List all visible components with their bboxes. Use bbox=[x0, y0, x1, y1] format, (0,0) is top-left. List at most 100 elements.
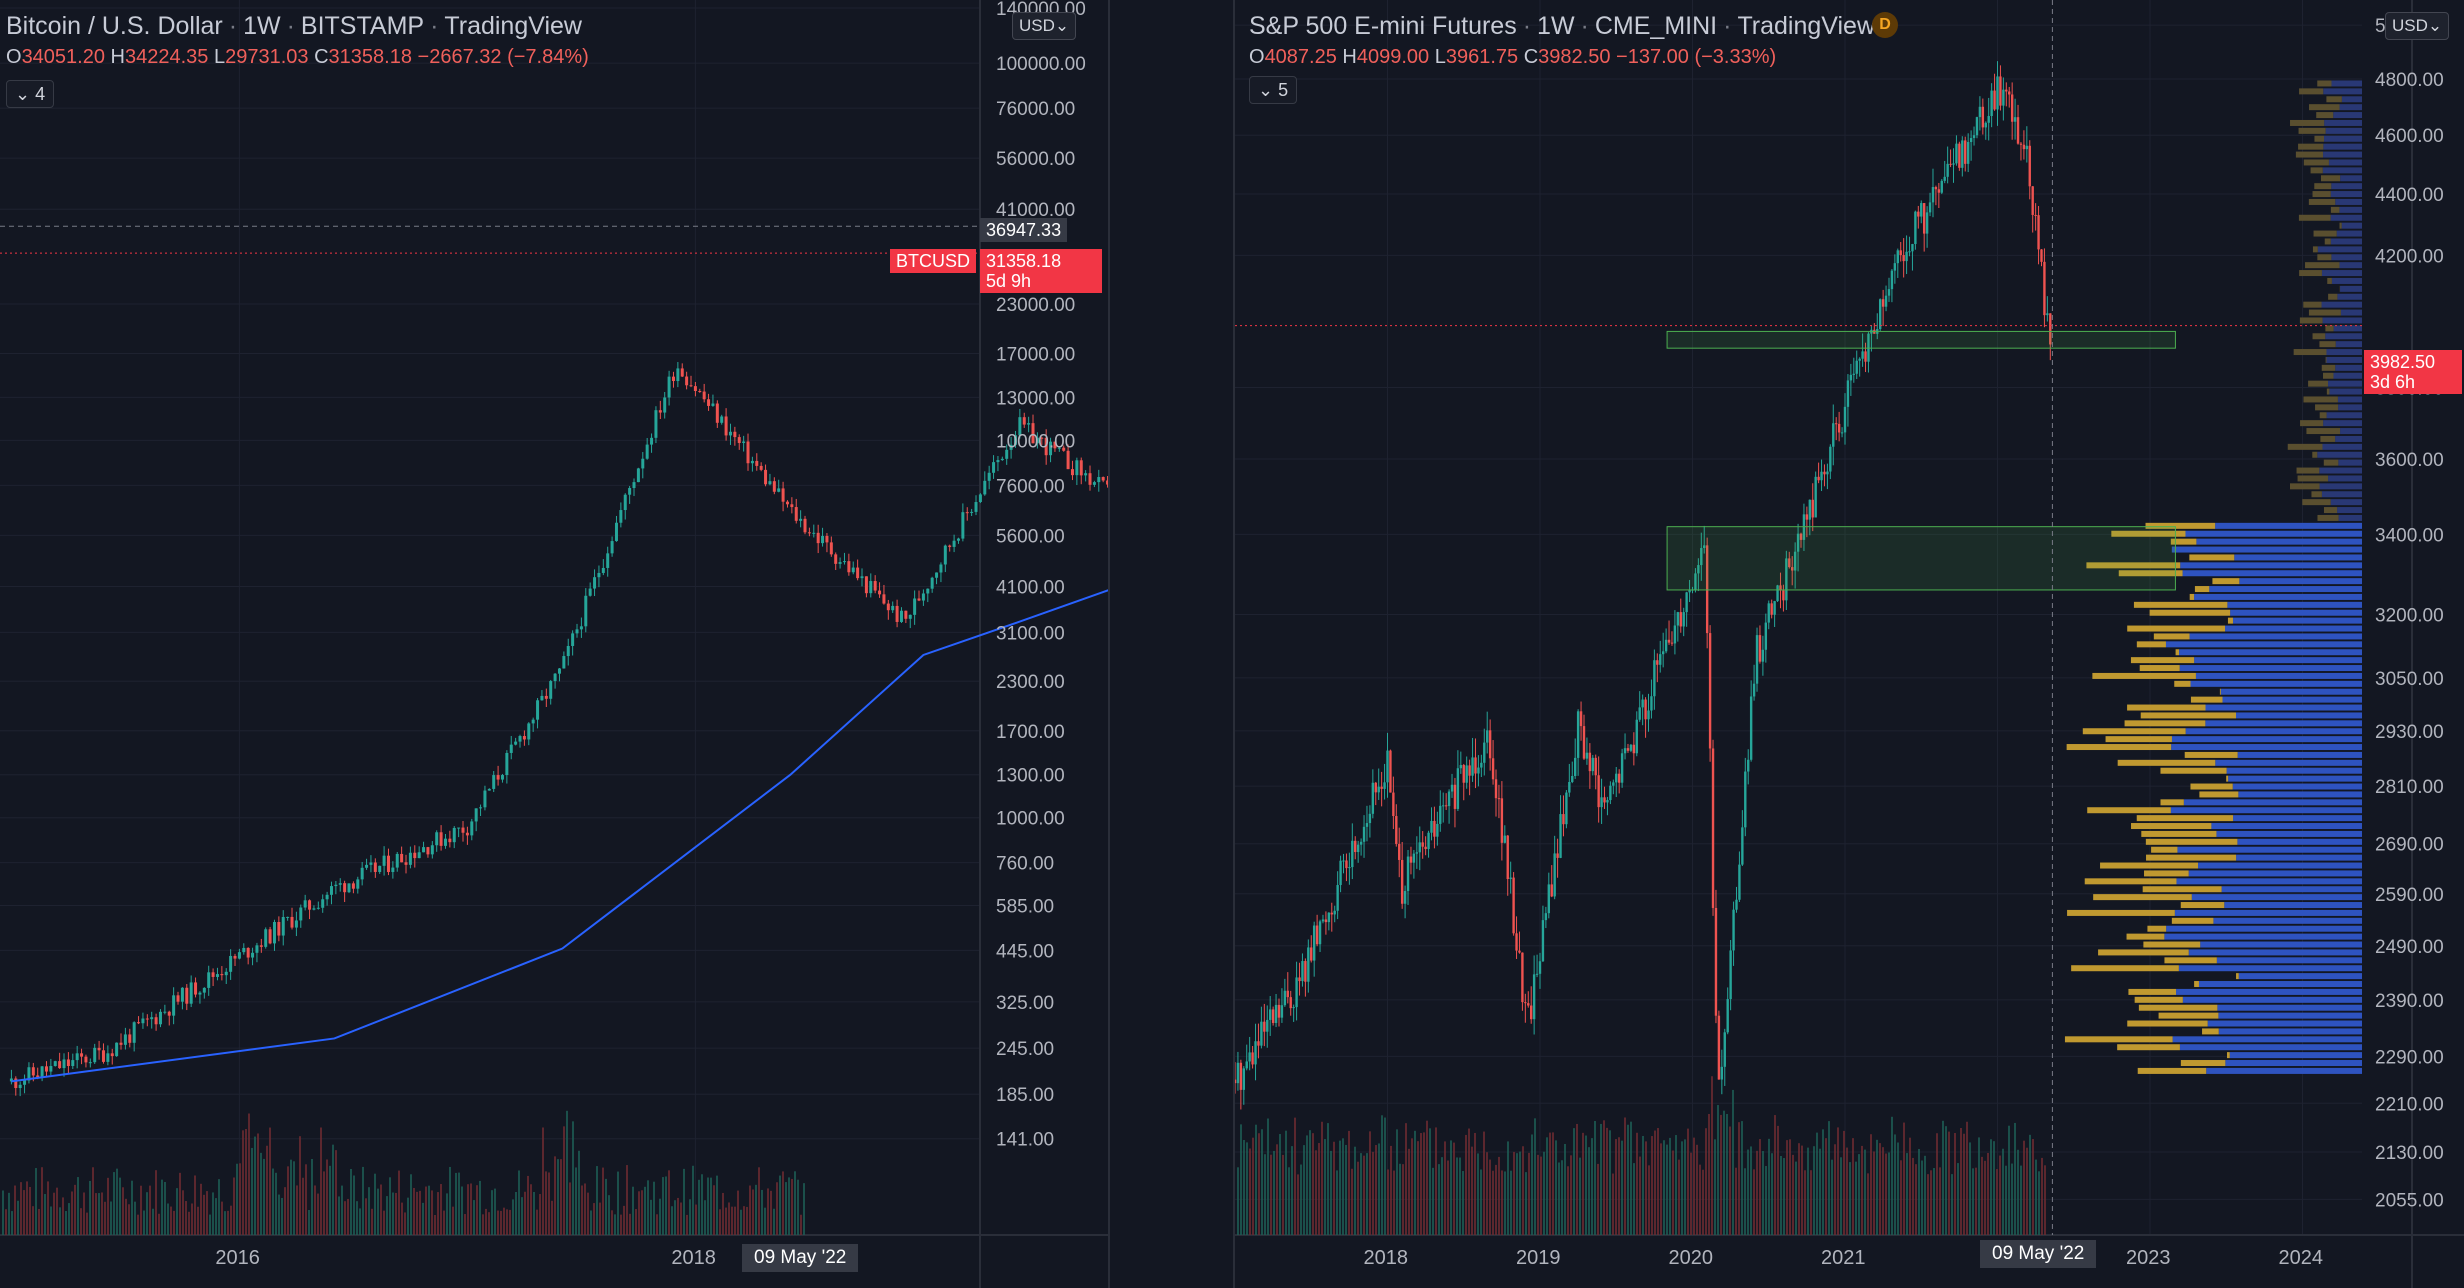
btc-volume-bar bbox=[662, 1177, 664, 1235]
btc-volume-bar bbox=[425, 1186, 427, 1235]
es-volume-profile-bar bbox=[2323, 459, 2339, 466]
es-candle-body bbox=[2049, 313, 2052, 345]
es-volume-bar bbox=[1984, 1160, 1986, 1235]
es-candle-body bbox=[1465, 765, 1468, 783]
btc-volume-bar bbox=[803, 1183, 805, 1235]
es-symbol-name[interactable]: S&P 500 E-mini Futures bbox=[1249, 12, 1517, 40]
es-chart-pane[interactable]: 5000.004800.004600.004400.004200.003800.… bbox=[1233, 0, 2464, 1288]
es-chart-canvas[interactable]: 5000.004800.004600.004400.004200.003800.… bbox=[1235, 0, 2464, 1288]
btc-symbol-name[interactable]: Bitcoin / U.S. Dollar bbox=[6, 12, 223, 40]
es-candle-body bbox=[2040, 249, 2043, 262]
btc-volume-bar bbox=[530, 1184, 532, 1235]
es-candle-body bbox=[1509, 877, 1512, 879]
es-candle-body bbox=[1638, 707, 1641, 720]
btc-volume-bar bbox=[80, 1208, 82, 1235]
es-volume-profile-bar bbox=[2171, 736, 2362, 743]
es-volume-bar bbox=[1321, 1121, 1323, 1235]
es-volume-profile-bar bbox=[2213, 917, 2362, 924]
es-volume-profile-bar bbox=[2303, 396, 2338, 403]
es-candle-body bbox=[1550, 884, 1553, 897]
es-volume-profile-bar bbox=[2330, 206, 2340, 213]
es-volume-bar bbox=[1567, 1166, 1569, 1235]
es-chart-title: S&P 500 E-mini Futures · 1W · CME_MINI · Tradi… bbox=[1249, 12, 1876, 40]
es-support-zone bbox=[1666, 330, 2176, 349]
es-volume-profile-bar bbox=[2171, 917, 2214, 924]
es-volume-bar bbox=[1270, 1154, 1272, 1235]
es-volume-profile-bar bbox=[2185, 728, 2362, 735]
btc-chart-canvas[interactable]: 140000.00100000.0076000.0056000.0041000.… bbox=[0, 0, 1108, 1288]
es-volume-bar bbox=[1597, 1163, 1599, 1235]
btc-volume-bar bbox=[116, 1168, 118, 1235]
es-volume-profile-bar bbox=[2337, 293, 2362, 300]
es-candle-body bbox=[1582, 726, 1586, 759]
es-candle-body bbox=[1573, 757, 1577, 777]
es-candle-body bbox=[1336, 885, 1339, 911]
es-volume-profile-bar bbox=[2330, 191, 2362, 198]
es-volume-bar bbox=[1654, 1130, 1656, 1235]
es-volume-bar bbox=[1237, 1167, 1239, 1235]
es-interval[interactable]: 1W bbox=[1537, 12, 1575, 40]
btc-chart-pane[interactable]: 140000.00 100000.00 76000.00 56000.00 41000.… bbox=[0, 0, 1110, 1288]
delayed-data-icon[interactable]: D bbox=[1872, 12, 1898, 38]
es-volume-bar bbox=[2035, 1159, 2037, 1235]
btc-candle-body bbox=[172, 995, 176, 1016]
es-candle-body bbox=[1896, 250, 1899, 264]
btc-volume-bar bbox=[725, 1207, 727, 1235]
btc-volume-bar bbox=[608, 1195, 610, 1235]
es-volume-bar bbox=[1963, 1133, 1965, 1235]
btc-y-tick-label: 3100.00 bbox=[996, 623, 1065, 644]
es-volume-profile-bar bbox=[2237, 838, 2362, 845]
es-currency-select[interactable]: USD⌄ bbox=[2385, 12, 2450, 40]
es-volume-bar bbox=[1354, 1146, 1356, 1235]
btc-volume-bar bbox=[473, 1200, 475, 1235]
es-volume-profile-bar bbox=[2195, 672, 2362, 679]
btc-candle-body bbox=[952, 540, 956, 547]
btc-y-tick-label: 56000.00 bbox=[996, 149, 1075, 170]
es-volume-profile-bar bbox=[2171, 744, 2362, 751]
es-candle-body bbox=[1946, 163, 1949, 177]
btc-candle-body bbox=[948, 545, 952, 547]
es-volume-bar bbox=[1408, 1148, 1410, 1235]
btc-candle-body bbox=[470, 821, 474, 836]
es-volume-profile-bar bbox=[2124, 720, 2206, 727]
es-candle-body bbox=[1922, 203, 1926, 234]
btc-volume-bar bbox=[44, 1194, 46, 1235]
btc-volume-bar bbox=[728, 1202, 730, 1235]
es-y-tick-label: 2055.00 bbox=[2375, 1190, 2444, 1211]
es-volume-profile-bar bbox=[2305, 262, 2340, 269]
btc-volume-bar bbox=[122, 1187, 124, 1235]
btc-interval[interactable]: 1W bbox=[243, 12, 281, 40]
es-volume-profile-bar bbox=[2316, 112, 2334, 119]
es-volume-bar bbox=[1981, 1156, 1983, 1235]
es-indicators-toggle[interactable]: ⌄ 5 bbox=[1249, 76, 1298, 104]
es-candle-body bbox=[1653, 660, 1656, 697]
es-volume-profile-bar bbox=[2337, 396, 2362, 403]
btc-y-tick-label: 10000.00 bbox=[996, 431, 1075, 452]
es-volume-bar bbox=[1663, 1140, 1665, 1235]
btc-indicators-toggle[interactable]: ⌄ 4 bbox=[6, 80, 55, 108]
btc-candle-body bbox=[518, 736, 522, 742]
btc-candle-body bbox=[527, 723, 531, 740]
btc-volume-bar bbox=[452, 1206, 454, 1235]
btc-o-label: O bbox=[6, 46, 22, 68]
es-candle-body bbox=[1439, 805, 1442, 824]
es-candle-body bbox=[1714, 907, 1718, 1016]
btc-y-tick-label: 1700.00 bbox=[996, 722, 1065, 743]
es-volume-profile-bar bbox=[2117, 1044, 2180, 1051]
es-candle-body bbox=[1521, 952, 1524, 1003]
btc-currency-select[interactable]: USD⌄ bbox=[1012, 12, 1077, 40]
btc-candle-body bbox=[422, 847, 426, 853]
btc-candle-body bbox=[369, 862, 373, 865]
es-last-price-label: 3982.50 3d 6h bbox=[2364, 350, 2462, 394]
es-volume-profile-bar bbox=[2127, 1020, 2208, 1027]
es-y-tick-label: 4200.00 bbox=[2375, 246, 2444, 267]
es-candle-body bbox=[1559, 814, 1562, 858]
btc-volume-bar bbox=[359, 1208, 361, 1235]
es-volume-bar bbox=[1585, 1135, 1587, 1235]
es-volume-bar bbox=[2017, 1149, 2019, 1235]
btc-volume-bar bbox=[554, 1156, 556, 1235]
es-volume-profile-bar bbox=[2171, 546, 2362, 553]
es-volume-bar bbox=[1501, 1170, 1503, 1235]
es-volume-profile-bar bbox=[2229, 1052, 2362, 1059]
es-volume-bar bbox=[1516, 1153, 1518, 1235]
